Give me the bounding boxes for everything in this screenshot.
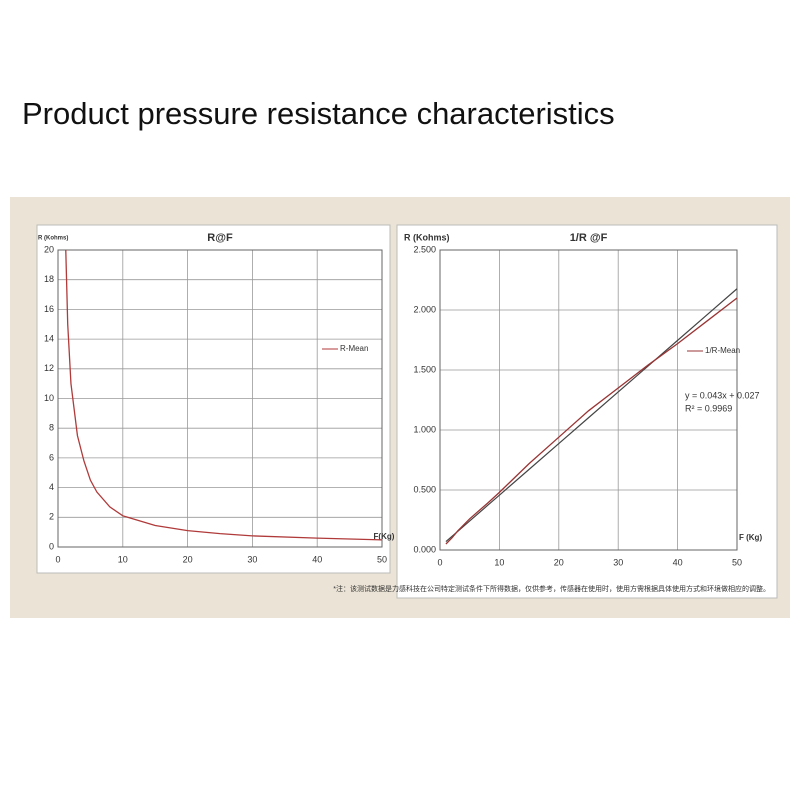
y-tick-label: 10: [44, 393, 54, 403]
footnote: *注：该测试数据是力感科技在公司特定测试条件下所得数据，仅供参考，传感器在使用时…: [333, 584, 770, 593]
y-tick-label: 16: [44, 304, 54, 314]
y-tick-label: 18: [44, 274, 54, 284]
y-tick-label: 0.500: [413, 484, 436, 494]
legend-label: R-Mean: [340, 344, 368, 353]
y-tick-label: 4: [49, 482, 54, 492]
plot-border: [57, 249, 383, 548]
chart-title: 1/R @F: [570, 232, 608, 244]
page-title: Product pressure resistance characterist…: [22, 96, 615, 131]
chart-title: R@F: [207, 232, 233, 244]
y-tick-label: 6: [49, 452, 54, 462]
x-tick-label: 50: [732, 557, 742, 567]
x-tick-label: 20: [183, 554, 193, 564]
y-tick-label: 0: [49, 541, 54, 551]
y-tick-label: 20: [44, 244, 54, 254]
plot-border: [439, 249, 738, 551]
x-tick-label: 0: [55, 554, 60, 564]
legend-label: 1/R-Mean: [705, 346, 740, 355]
annotation: y = 0.043x + 0.027: [685, 390, 760, 400]
y-tick-label: 12: [44, 363, 54, 373]
panel-left: [36, 224, 391, 574]
x-tick-label: 30: [247, 554, 257, 564]
x-tick-label: 50: [377, 554, 387, 564]
x-tick-label: 40: [673, 557, 683, 567]
x-tick-label: 0: [437, 557, 442, 567]
x-tick-label: 30: [613, 557, 623, 567]
x-tick-label: 10: [494, 557, 504, 567]
y-axis-label: R (Kohms): [404, 232, 450, 242]
x-axis-label: F (Kg): [739, 533, 762, 542]
x-axis-label: F(Kg): [374, 532, 395, 541]
y-tick-label: 0.000: [413, 544, 436, 554]
y-tick-label: 1.000: [413, 424, 436, 434]
annotation: R² = 0.9969: [685, 403, 732, 413]
x-tick-label: 40: [312, 554, 322, 564]
y-tick-label: 1.500: [413, 364, 436, 374]
y-tick-label: 2: [49, 512, 54, 522]
x-tick-label: 10: [118, 554, 128, 564]
y-tick-label: 14: [44, 333, 54, 343]
y-axis-label: R (Kohms): [38, 236, 68, 242]
y-tick-label: 8: [49, 423, 54, 433]
series-line: [445, 297, 738, 545]
x-tick-label: 20: [554, 557, 564, 567]
y-tick-label: 2.500: [413, 244, 436, 254]
y-tick-label: 2.000: [413, 304, 436, 314]
series-line: [65, 249, 383, 541]
